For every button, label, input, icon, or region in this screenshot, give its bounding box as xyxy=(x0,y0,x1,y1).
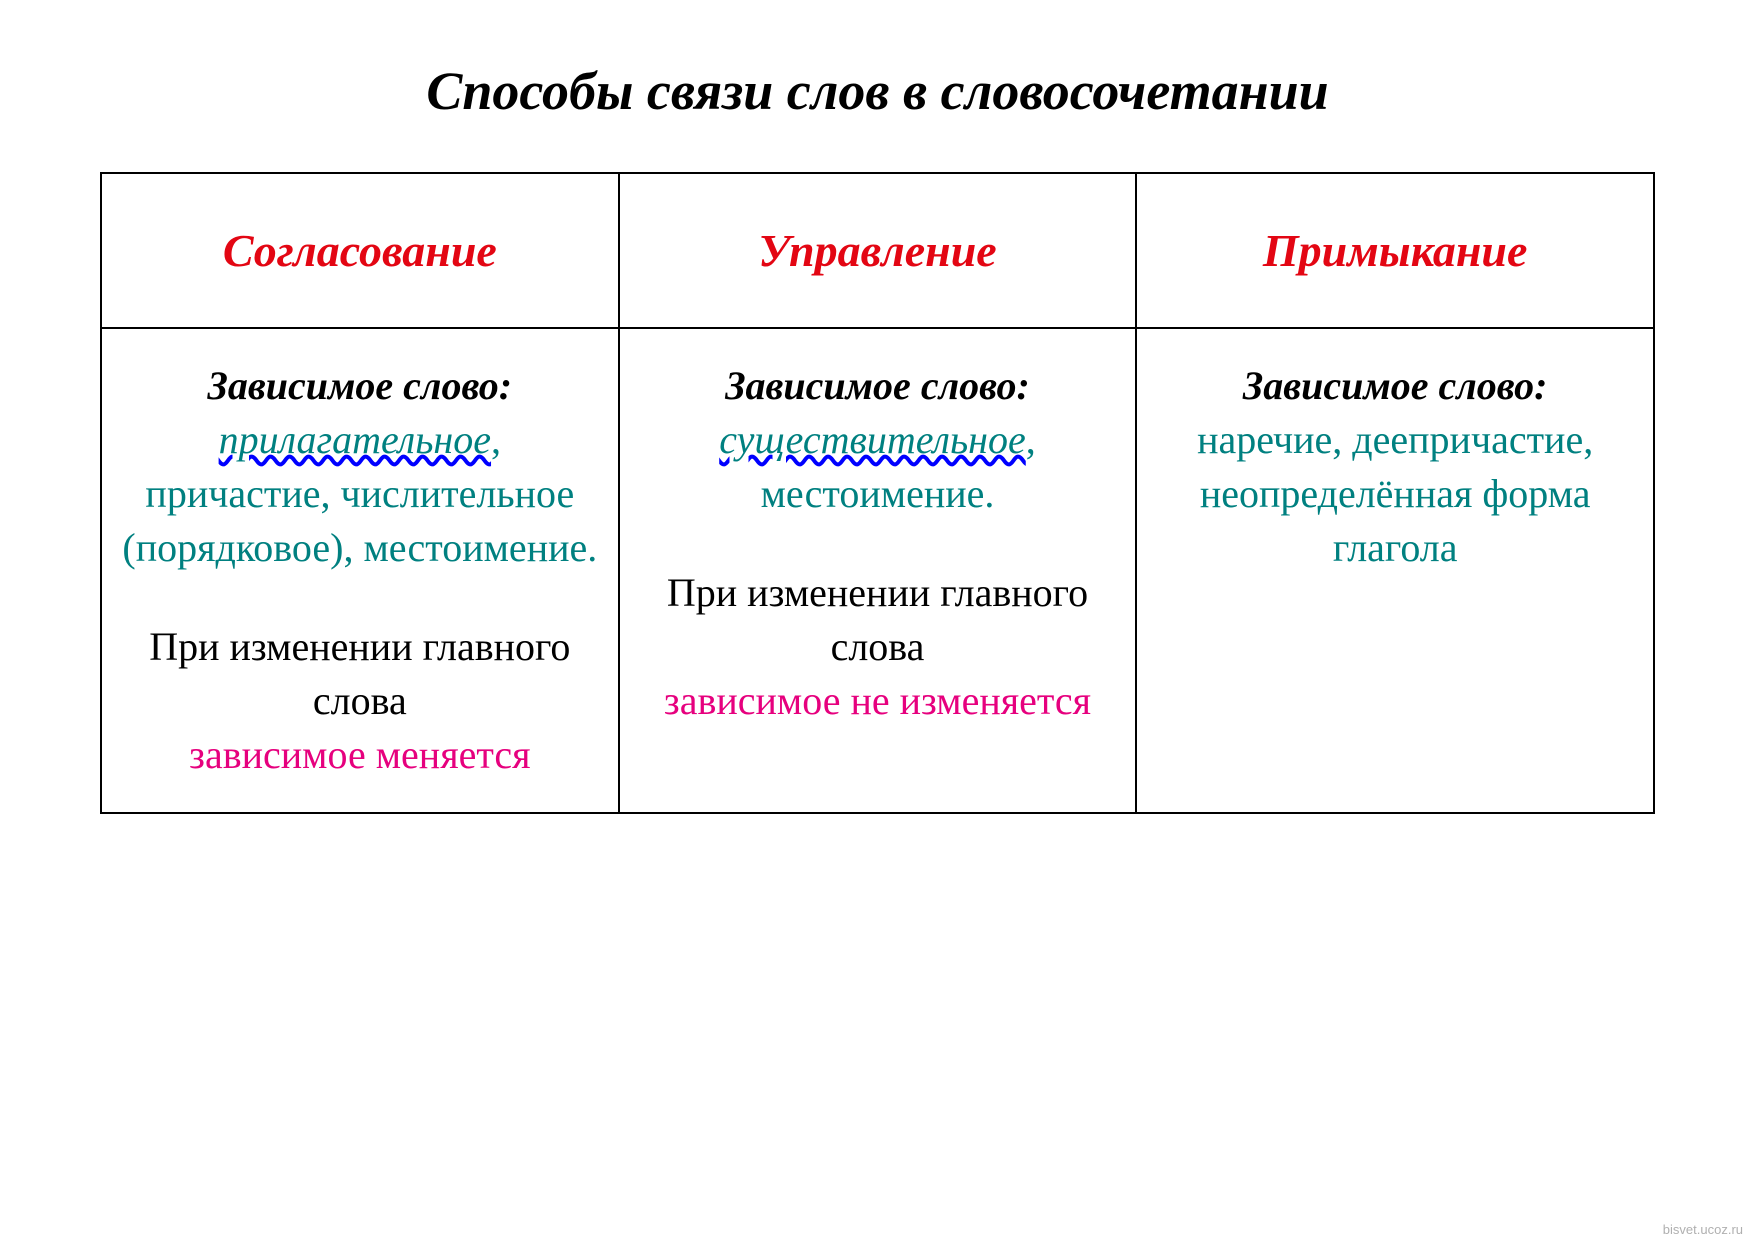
header-government: Управление xyxy=(619,173,1137,328)
dependent-rest: наречие, деепричастие, неопределённая фо… xyxy=(1197,417,1593,570)
dependent-underlined: прилагательное xyxy=(219,417,491,462)
dependent-suffix: , xyxy=(491,417,501,462)
dependent-label: Зависимое слово: xyxy=(1243,363,1548,408)
cell-adjunction: Зависимое слово: наречие, деепричастие, … xyxy=(1136,328,1654,813)
cell-coordination: Зависимое слово: прилагательное, причаст… xyxy=(101,328,619,813)
change-result: зависимое меняется xyxy=(189,732,530,777)
cell-government: Зависимое слово: существительное, местои… xyxy=(619,328,1137,813)
table-header-row: Согласование Управление Примыкание xyxy=(101,173,1654,328)
dependent-label: Зависимое слово: xyxy=(725,363,1030,408)
header-adjunction: Примыкание xyxy=(1136,173,1654,328)
watermark: bisvet.ucoz.ru xyxy=(1663,1222,1743,1237)
change-intro: При изменении главного слова xyxy=(667,570,1088,669)
dependent-rest: местоимение. xyxy=(761,471,995,516)
table-content-row: Зависимое слово: прилагательное, причаст… xyxy=(101,328,1654,813)
dependent-suffix: , xyxy=(1026,417,1036,462)
dependent-underlined: существительное xyxy=(719,417,1026,462)
connection-types-table: Согласование Управление Примыкание Завис… xyxy=(100,172,1655,814)
header-coordination: Согласование xyxy=(101,173,619,328)
dependent-rest: причастие, числительное (порядковое), ме… xyxy=(122,471,597,570)
change-intro: При изменении главного слова xyxy=(149,624,570,723)
dependent-label: Зависимое слово: xyxy=(208,363,513,408)
page-title: Способы связи слов в словосочетании xyxy=(100,60,1655,122)
change-result: зависимое не изменяется xyxy=(664,678,1091,723)
